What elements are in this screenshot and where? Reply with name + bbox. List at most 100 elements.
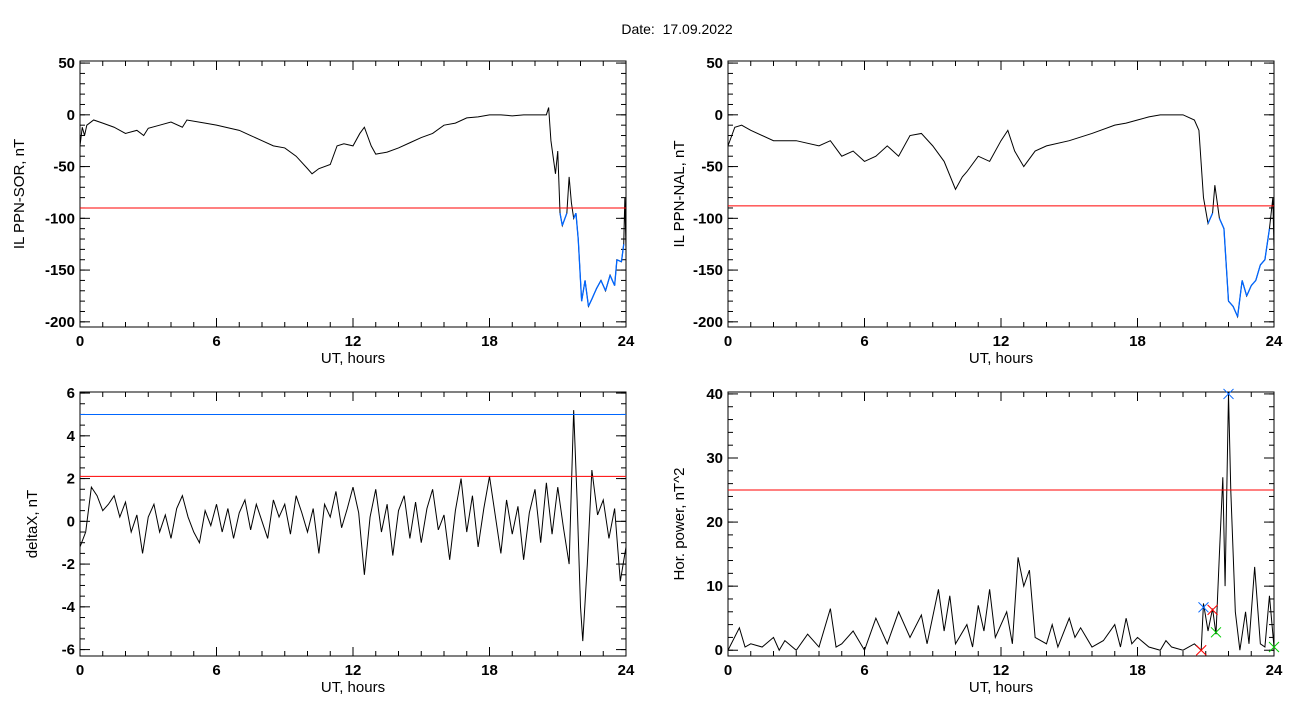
below-threshold-segment [1246,285,1252,297]
x-tick-label: 0 [724,662,732,679]
x-tick-label: 0 [76,662,84,679]
y-tick-label: 0 [67,107,75,124]
x-marker-stroke [1198,601,1209,613]
x-marker-stroke [1207,604,1218,616]
y-axis-label: IL PPN-SOR, nT [11,139,28,249]
x-tick-label: 24 [1266,333,1283,350]
below-threshold-segment [575,213,579,240]
x-marker [1195,644,1207,656]
below-threshold-segment [604,275,611,291]
panel-1: 0 6 12 18 24 50 0 -50 -100 -150 -200 UT, hours IL PP… [11,55,635,367]
below-threshold-segment [1218,218,1225,229]
x-tick-label: 6 [860,333,868,350]
x-marker [1268,641,1280,653]
data-series-line [79,107,627,309]
y-tick-label: 10 [706,578,723,595]
y-tick-label: 50 [706,55,723,72]
below-threshold-segment [591,288,598,300]
data-series-line [727,114,1275,319]
y-tick-label: 20 [706,514,723,531]
below-threshold-segment [1232,306,1239,317]
x-tick-label: 0 [724,333,732,350]
x-marker [1198,601,1209,613]
y-tick-label: -2 [62,556,75,573]
x-tick-label: 6 [212,662,220,679]
y-tick-label: -100 [45,210,75,227]
below-threshold-segment [609,274,616,286]
x-axis-label: UT, hours [321,679,385,696]
y-tick-label: -100 [693,210,723,227]
y-tick-label: 0 [715,642,723,659]
below-threshold-segment [580,280,586,302]
y-tick-label: -4 [62,599,76,616]
x-tick-label: 24 [1266,662,1283,679]
below-threshold-segment [1228,300,1234,307]
x-tick-label: 6 [860,662,868,679]
y-tick-label: -50 [701,159,723,176]
y-tick-label: 6 [67,385,75,402]
plot-frame [79,60,627,328]
below-threshold-segment [577,238,583,302]
y-tick-label: -150 [693,262,723,279]
below-threshold-segment [620,244,625,262]
y-tick-label: -50 [53,159,75,176]
y-tick-label: 2 [67,471,75,488]
x-tick-label: 18 [1129,662,1146,679]
x-marker [1207,604,1218,616]
below-threshold-segment [600,280,607,292]
below-threshold-segment [613,259,618,286]
data-series-line [79,410,627,642]
x-axis-label: UT, hours [969,350,1033,367]
panel-3: 0 6 12 18 24 6 4 2 0 -2 -4 -6 UT, hours deltaX, nT [24,385,635,696]
y-tick-label: 40 [706,386,723,403]
y-tick-label: 4 [67,428,76,445]
y-tick-label: -200 [45,314,75,331]
x-tick-label: 24 [618,333,635,350]
y-axis-label: deltaX, nT [24,490,41,558]
x-marker [1210,626,1222,638]
x-tick-label: 18 [481,662,498,679]
y-tick-label: -200 [693,314,723,331]
x-tick-label: 12 [345,662,362,679]
x-tick-label: 12 [993,662,1010,679]
x-tick-label: 18 [481,333,498,350]
x-marker-stroke [1210,626,1222,638]
below-threshold-segment [1236,280,1243,317]
below-threshold-segment [561,212,568,226]
x-marker-stroke [1268,641,1280,653]
below-threshold-segment [584,280,590,307]
chart-title: Date: 17.09.2022 [621,21,733,37]
below-threshold-segment [1259,259,1266,266]
below-threshold-segment [616,259,622,263]
below-threshold-segment [1241,280,1248,297]
y-tick-label: 50 [58,55,75,72]
x-marker-stroke [1195,644,1207,656]
x-tick-label: 6 [212,333,220,350]
y-tick-label: 0 [67,513,75,530]
x-axis-label: UT, hours [321,350,385,367]
y-axis-label: IL PPN-NAL, nT [671,141,688,248]
y-tick-label: -6 [62,642,75,659]
below-threshold-segment [595,280,602,290]
below-threshold-segment [1207,212,1214,224]
y-tick-label: 30 [706,450,723,467]
panel-2: 0 6 12 18 24 50 0 -50 -100 -150 -200 UT, hours IL PP… [671,55,1283,367]
y-tick-label: -150 [45,262,75,279]
x-tick-label: 0 [76,333,84,350]
data-series-line [727,393,1275,652]
x-axis-label: UT, hours [969,679,1033,696]
below-threshold-segment [1250,279,1257,287]
x-marker-stroke [1223,388,1234,400]
below-threshold-segment [1264,228,1271,260]
x-tick-label: 24 [618,662,635,679]
x-marker [1223,388,1234,400]
plot-frame [727,60,1275,328]
panel-4: 0 6 12 18 24 40 30 20 10 0 UT, hours Hor. power, nT… [671,386,1283,696]
y-axis-label: Hor. power, nT^2 [671,468,688,581]
x-tick-label: 18 [1129,333,1146,350]
below-threshold-segment [559,213,563,226]
below-threshold-segment [1223,228,1230,302]
x-tick-label: 12 [993,333,1010,350]
below-threshold-segment [587,298,593,307]
